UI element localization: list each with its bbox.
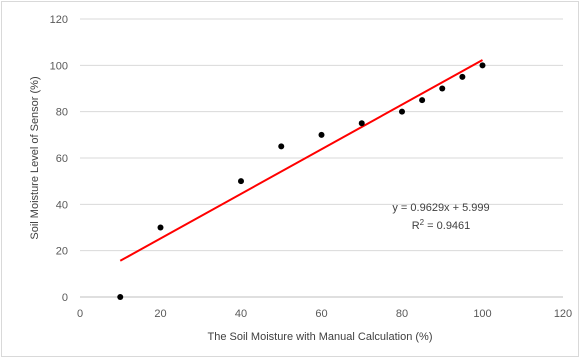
x-tick-labels: 0 20 40 60 80 100 120 [77,308,572,320]
y-tick-labels: 0 20 40 60 80 100 120 [50,14,68,304]
r-squared-value: = 0.9461 [424,220,470,232]
x-tick-label: 20 [154,308,166,320]
y-tick-label: 0 [62,292,68,304]
r-squared-r: R [412,220,420,232]
x-tick-label: 40 [235,308,247,320]
data-point [157,224,164,231]
y-tick-label: 120 [50,14,68,26]
data-point [358,120,365,127]
x-tick-label: 60 [315,308,327,320]
x-tick-label: 120 [554,308,572,320]
r-squared-label: R2 = 0.9461 [412,218,471,232]
data-point [419,97,426,104]
trendline-equation: y = 0.9629x + 5.999 [392,202,489,214]
y-tick-label: 100 [50,60,68,72]
data-points [117,62,486,300]
x-tick-label: 80 [396,308,408,320]
data-point [278,143,285,150]
y-tick-label: 20 [56,246,68,258]
x-axis-title: The Soil Moisture with Manual Calculatio… [208,331,433,343]
data-point [117,294,124,300]
x-tick-label: 0 [77,308,83,320]
y-tick-label: 80 [56,107,68,119]
y-axis-title: Soil Moisture Level of Sensor (%) [29,76,41,239]
data-point [479,62,486,69]
y-tick-label: 60 [56,153,68,165]
r-squared-exponent: 2 [420,218,425,227]
data-point [459,73,466,80]
gridlines [80,18,563,298]
data-point [439,85,446,92]
data-point [399,108,405,115]
data-point [318,131,325,138]
x-tick-label: 100 [473,308,491,320]
data-point [238,178,244,185]
trendline [119,59,483,262]
y-tick-label: 40 [56,199,68,211]
